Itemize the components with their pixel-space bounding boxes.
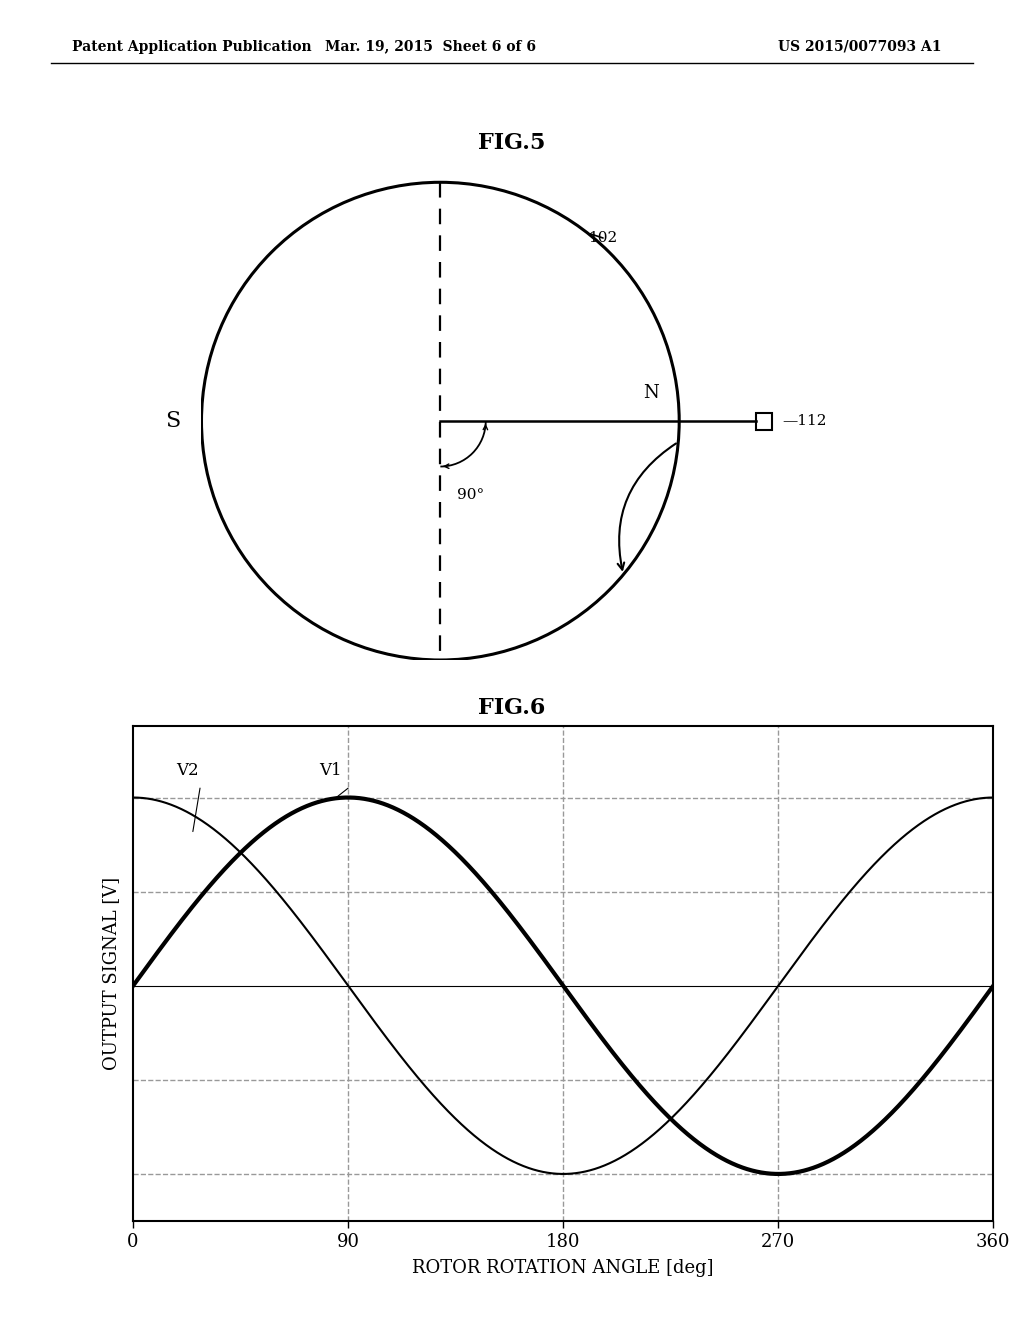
Text: S: S [165,411,180,432]
Bar [756,413,772,429]
Text: FIG.6: FIG.6 [478,697,546,719]
Text: V2: V2 [176,762,199,779]
Text: FIG.5: FIG.5 [478,132,546,154]
Text: —111: —111 [459,744,503,759]
Y-axis label: OUTPUT SIGNAL [V]: OUTPUT SIGNAL [V] [102,876,120,1071]
Text: Mar. 19, 2015  Sheet 6 of 6: Mar. 19, 2015 Sheet 6 of 6 [325,40,536,54]
Text: US 2015/0077093 A1: US 2015/0077093 A1 [778,40,942,54]
Text: 102: 102 [589,231,617,246]
Text: 90°: 90° [457,488,484,502]
Bar [432,743,449,760]
Text: V1: V1 [319,762,342,779]
Text: Patent Application Publication: Patent Application Publication [72,40,311,54]
Text: —112: —112 [782,414,826,428]
X-axis label: ROTOR ROTATION ANGLE [deg]: ROTOR ROTATION ANGLE [deg] [413,1259,714,1278]
Text: N: N [643,384,658,403]
